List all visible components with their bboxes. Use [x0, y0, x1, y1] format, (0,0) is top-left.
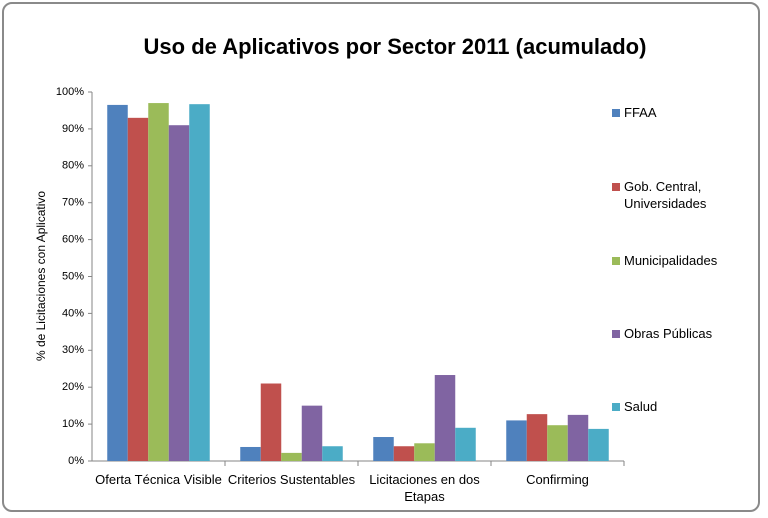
bar	[148, 103, 169, 461]
legend-label: FFAA	[624, 105, 657, 120]
x-tick-label: Confirming	[526, 472, 589, 487]
bar	[434, 375, 456, 461]
chart-title: Uso de Aplicativos por Sector 2011 (acum…	[144, 34, 647, 59]
y-tick-label: 100%	[56, 86, 84, 98]
bar	[455, 427, 476, 461]
y-tick-label: 10%	[62, 418, 84, 430]
legend-label: Obras Públicas	[624, 326, 713, 341]
bar	[127, 117, 149, 461]
legend-item: Municipalidades	[612, 252, 744, 269]
y-tick-label: 80%	[62, 160, 84, 172]
legend-label: Salud	[624, 399, 658, 414]
legend-item: FFAA	[612, 104, 744, 121]
legend-swatch	[612, 257, 620, 265]
bar	[506, 420, 527, 461]
bar	[189, 104, 210, 461]
y-tick-label: 50%	[62, 270, 84, 282]
legend-item: Obras Públicas	[612, 325, 744, 342]
y-tick-label: 40%	[62, 307, 84, 319]
bar	[393, 446, 415, 461]
bar	[260, 383, 282, 461]
legend-swatch	[612, 183, 620, 191]
y-tick-label: 90%	[62, 123, 84, 135]
x-tick-label: Licitaciones en dos Etapas	[369, 472, 480, 504]
y-tick-label: 70%	[62, 197, 84, 209]
y-tick-label: 30%	[62, 344, 84, 356]
bar	[414, 443, 435, 461]
bar	[240, 446, 261, 461]
legend-item: Gob. Central, Universidades	[612, 178, 744, 212]
legend-item: Salud	[612, 398, 744, 415]
bar	[547, 425, 568, 461]
bar	[526, 414, 548, 461]
bar	[281, 452, 302, 461]
x-tick-label: Oferta Técnica Visible	[95, 472, 222, 487]
x-tick-label: Criterios Sustentables	[227, 472, 356, 487]
bar	[322, 446, 343, 461]
legend-swatch	[612, 109, 620, 117]
bar	[588, 428, 609, 461]
y-axis-label: % de Licitaciones con Aplicativo	[34, 191, 48, 361]
legend-swatch	[612, 403, 620, 411]
bar	[168, 125, 190, 462]
y-tick-label: 20%	[62, 381, 84, 393]
y-tick-label: 60%	[62, 234, 84, 246]
bar	[373, 437, 394, 461]
y-tick-label: 0%	[68, 455, 84, 467]
legend-swatch	[612, 330, 620, 338]
legend-label: Gob. Central, Universidades	[624, 179, 707, 211]
bar	[107, 104, 128, 461]
bar	[301, 405, 323, 461]
bar	[567, 414, 589, 461]
chart-frame	[2, 2, 760, 512]
legend-label: Municipalidades	[624, 253, 718, 268]
